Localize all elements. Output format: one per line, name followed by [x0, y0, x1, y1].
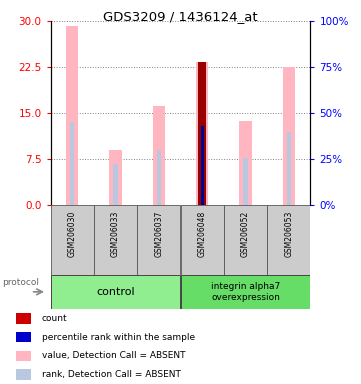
- Text: GSM206033: GSM206033: [111, 210, 120, 257]
- Text: percentile rank within the sample: percentile rank within the sample: [42, 333, 195, 342]
- Bar: [70, 122, 74, 205]
- Text: GSM206030: GSM206030: [68, 210, 77, 257]
- Bar: [16, 369, 31, 380]
- Bar: [239, 121, 252, 205]
- Bar: [109, 150, 122, 205]
- Bar: [198, 62, 206, 205]
- Text: count: count: [42, 314, 67, 323]
- Bar: [224, 205, 267, 275]
- Bar: [201, 126, 204, 205]
- Text: GSM206052: GSM206052: [241, 210, 250, 257]
- Bar: [268, 205, 310, 275]
- Bar: [287, 132, 291, 205]
- Bar: [94, 205, 137, 275]
- Text: integrin alpha7
overexpression: integrin alpha7 overexpression: [211, 282, 280, 302]
- Bar: [51, 275, 180, 309]
- Bar: [51, 205, 93, 275]
- Text: GSM206037: GSM206037: [155, 210, 163, 257]
- Text: value, Detection Call = ABSENT: value, Detection Call = ABSENT: [42, 351, 185, 361]
- Text: rank, Detection Call = ABSENT: rank, Detection Call = ABSENT: [42, 370, 180, 379]
- Bar: [16, 313, 31, 324]
- Text: GDS3209 / 1436124_at: GDS3209 / 1436124_at: [103, 10, 258, 23]
- Bar: [196, 62, 208, 205]
- Text: protocol: protocol: [2, 278, 39, 287]
- Bar: [66, 26, 78, 205]
- Text: GSM206048: GSM206048: [198, 210, 206, 257]
- Text: control: control: [96, 287, 135, 297]
- Bar: [113, 164, 118, 205]
- Text: GSM206053: GSM206053: [284, 210, 293, 257]
- Bar: [181, 275, 310, 309]
- Bar: [138, 205, 180, 275]
- Bar: [16, 351, 31, 361]
- Bar: [200, 126, 204, 205]
- Bar: [16, 332, 31, 343]
- Bar: [153, 106, 165, 205]
- Bar: [157, 150, 161, 205]
- Bar: [243, 157, 248, 205]
- Bar: [181, 205, 223, 275]
- Bar: [283, 67, 295, 205]
